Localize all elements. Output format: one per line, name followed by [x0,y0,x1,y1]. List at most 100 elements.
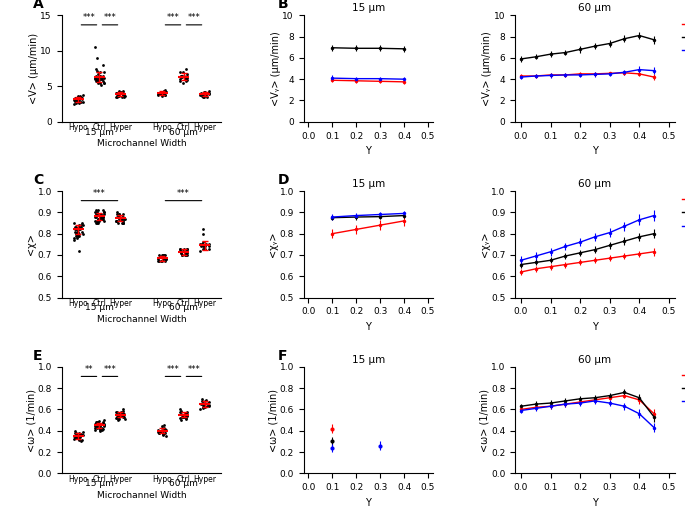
Point [177,412,188,420]
Point [95,425,106,433]
Point [199,242,210,250]
Point [195,89,206,97]
Point [90,219,101,227]
Point [73,232,84,240]
Point [160,86,171,94]
Text: A: A [33,0,44,11]
Point [75,223,86,232]
Text: 60 μm: 60 μm [169,303,198,313]
Y-axis label: <χ>: <χ> [26,234,36,255]
Point [181,249,192,257]
Point [119,91,129,99]
Point [201,91,212,99]
Point [95,213,105,221]
Point [75,430,86,438]
Point [92,73,103,81]
Point [95,210,106,218]
Point [98,421,109,430]
Point [175,414,186,422]
Point [97,426,108,434]
Point [195,242,206,250]
Point [96,81,107,89]
Point [113,416,124,424]
Point [91,67,102,75]
Point [199,88,210,96]
Point [174,408,185,416]
Point [110,414,121,422]
Point [181,74,192,82]
Point [98,217,109,225]
Point [90,420,101,429]
Point [174,247,185,255]
Point [197,92,208,100]
Point [118,413,129,421]
Point [92,75,103,83]
Point [75,225,86,234]
Point [90,422,101,431]
Point [197,225,208,234]
Point [155,253,166,261]
Point [92,210,103,218]
Point [118,412,129,420]
Text: 60 μm: 60 μm [169,128,198,136]
Point [77,98,88,106]
Point [71,434,82,442]
Point [91,418,102,427]
Text: ***: *** [177,189,190,198]
Point [75,433,86,441]
Point [161,88,172,96]
Point [77,221,88,229]
Point [76,94,87,102]
Point [195,400,206,408]
Point [156,89,167,97]
Point [75,437,86,445]
Point [98,416,109,424]
Point [92,418,103,427]
Point [118,210,129,218]
Point [182,69,192,77]
Point [70,232,81,240]
Point [182,76,192,84]
Point [117,410,128,418]
Point [117,219,128,227]
Point [158,253,169,261]
Point [195,247,206,255]
Text: E: E [33,349,42,362]
Y-axis label: <ω> (1/min): <ω> (1/min) [479,388,490,451]
Point [93,217,104,225]
Point [95,210,106,218]
Point [73,98,84,106]
Point [113,210,124,218]
Point [95,72,106,80]
Point [118,407,129,415]
Point [90,65,101,73]
Point [157,90,168,98]
Point [73,433,84,441]
Point [115,215,126,223]
Point [93,417,104,425]
Point [197,404,208,412]
Point [94,72,105,80]
Point [118,405,129,413]
Point [90,422,101,431]
Point [112,412,123,420]
Point [98,208,109,216]
Point [114,210,125,218]
Point [70,97,81,105]
Point [119,410,129,418]
Point [110,217,121,225]
X-axis label: Y: Y [365,146,371,156]
Point [98,213,109,221]
Point [202,402,213,410]
Point [117,219,128,227]
Point [157,430,168,438]
Point [175,247,186,255]
Point [158,255,169,263]
Point [98,422,109,431]
Point [195,91,206,99]
Point [90,420,101,429]
Point [160,255,171,263]
Point [203,242,214,250]
Point [70,95,81,103]
Text: Microchannel Width: Microchannel Width [97,139,186,148]
